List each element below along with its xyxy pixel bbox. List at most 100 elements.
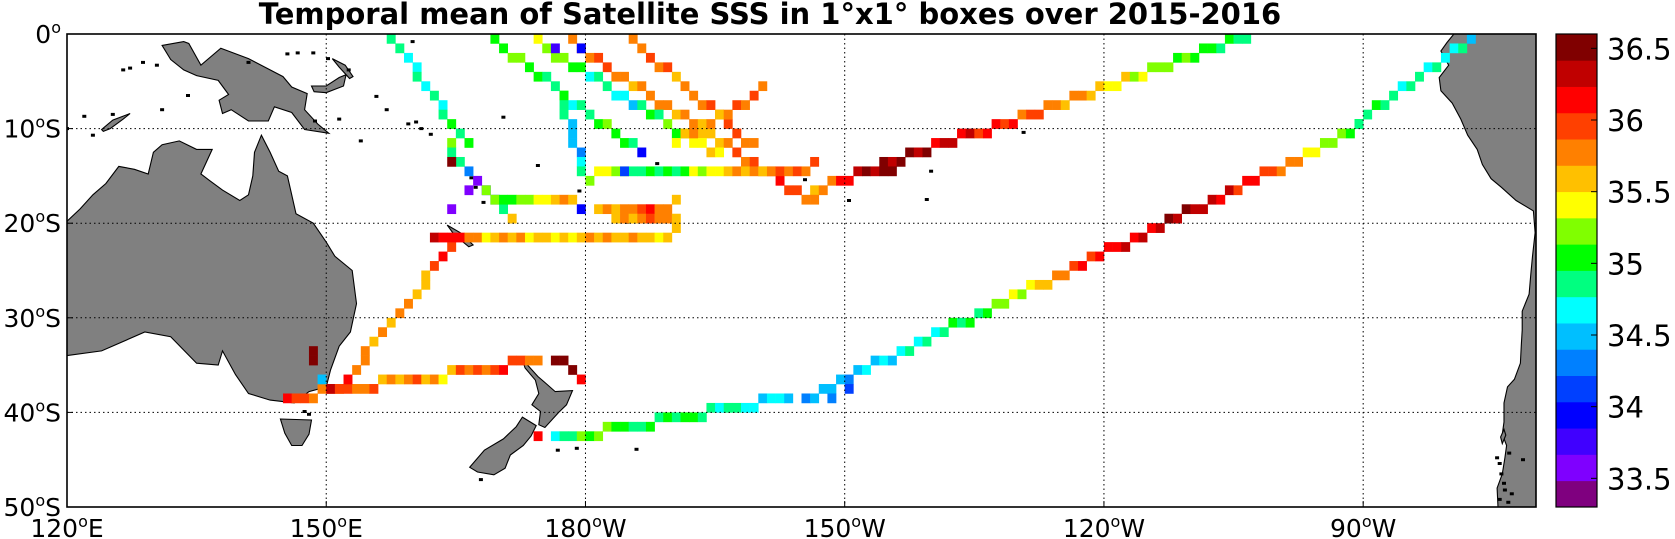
sss-cell (1259, 166, 1269, 177)
lon-tick-label: 90oW (1330, 512, 1396, 539)
island-speck (535, 164, 540, 167)
sss-cell (775, 175, 785, 186)
colorbar-tick-label: 36 (1607, 104, 1644, 138)
sss-cell (896, 346, 906, 356)
sss-cell (818, 384, 828, 394)
sss-cell (568, 365, 578, 375)
sss-cell (645, 204, 655, 215)
sss-cell (317, 384, 327, 394)
sss-cell (887, 355, 897, 366)
island-speck (1509, 492, 1514, 496)
sss-cell (974, 128, 984, 139)
sss-cell (749, 138, 759, 148)
sss-cell (421, 81, 431, 92)
sss-cell (732, 147, 742, 158)
land-new-guinea (161, 41, 331, 135)
sss-cell (870, 166, 880, 177)
island-speck (1021, 130, 1026, 134)
sss-cell (931, 327, 941, 338)
sss-cell (689, 128, 699, 139)
sss-cell (533, 232, 543, 243)
sss-cell (620, 34, 629, 35)
sss-cell (602, 232, 612, 243)
sss-cell (723, 166, 733, 177)
land-timor (100, 112, 131, 133)
sss-cell (1190, 204, 1200, 215)
sss-cell (1406, 81, 1416, 92)
sss-cell (775, 166, 785, 177)
sss-cell (602, 62, 612, 73)
sss-cell (1112, 242, 1122, 252)
sss-cell (810, 393, 820, 404)
sss-cell (671, 166, 681, 177)
sss-cell (308, 355, 318, 366)
sss-cell (1034, 279, 1044, 290)
sss-cell (473, 365, 483, 375)
sss-cell (524, 232, 534, 243)
sss-cell (481, 365, 491, 375)
sss-cell (620, 232, 629, 243)
sss-cell (939, 327, 949, 338)
sss-cell (447, 147, 457, 158)
sss-cell (689, 138, 699, 148)
sss-cell (775, 393, 785, 404)
lon-tick-label: 120oE (30, 512, 103, 539)
sss-cell (948, 317, 958, 328)
sss-cell (576, 43, 586, 54)
sss-cell (697, 138, 707, 148)
colorbar-segment (1556, 401, 1597, 429)
grid-lines (67, 34, 1536, 507)
sss-cell (1233, 185, 1243, 196)
colorbar: 36.5 36 35.5 35 34.5 34 33.5 (1555, 32, 1672, 508)
sss-cell (1198, 43, 1208, 54)
sss-cell (1207, 194, 1217, 205)
sss-cell (1121, 71, 1131, 82)
sss-cell (715, 147, 725, 158)
sss-cell (784, 393, 794, 404)
sss-cell (395, 374, 405, 385)
sss-cell (1095, 81, 1105, 92)
longitude-ticks: 120oE 150oE 180oW 150oW 120oW 90oW (30, 501, 1396, 539)
sss-cell (550, 232, 560, 243)
sss-cell (550, 431, 560, 442)
sss-cell (810, 156, 820, 167)
sss-cell (1328, 138, 1338, 148)
sss-cell (1060, 100, 1070, 110)
colorbar-tick-label: 36.5 (1607, 32, 1672, 66)
island-speck (478, 478, 483, 482)
sss-cell (1164, 213, 1174, 224)
sss-cell (576, 100, 586, 110)
sss-cell (455, 232, 465, 243)
sss-cell (378, 327, 388, 338)
sss-cell (1224, 34, 1234, 44)
sss-cell (1190, 52, 1200, 63)
sss-cell (1371, 100, 1381, 110)
sss-cell (1423, 62, 1433, 73)
sss-cell (905, 346, 915, 356)
sss-cell (447, 156, 457, 167)
sss-cell (1242, 175, 1252, 186)
sss-cell (481, 232, 491, 243)
sss-cell (637, 147, 647, 158)
sss-cell (948, 138, 958, 148)
sss-cell (654, 232, 664, 243)
island-speck (929, 169, 934, 173)
sss-cell (810, 194, 820, 205)
sss-cell (628, 213, 638, 224)
sss-cell (663, 213, 673, 224)
sss-cell (628, 81, 638, 92)
sss-cell (1008, 289, 1018, 300)
sss-cell (559, 355, 569, 366)
sss-cell (697, 166, 707, 177)
sss-cell (300, 393, 310, 404)
sss-cell (1276, 166, 1286, 177)
sss-cell (447, 138, 457, 148)
island-speck (577, 189, 582, 193)
colorbar-tick-label: 33.5 (1607, 462, 1672, 496)
island-speck (346, 68, 351, 72)
sss-cell (542, 43, 552, 54)
island-speck (313, 119, 317, 123)
sss-cell (542, 71, 552, 82)
sss-cell (680, 81, 690, 92)
